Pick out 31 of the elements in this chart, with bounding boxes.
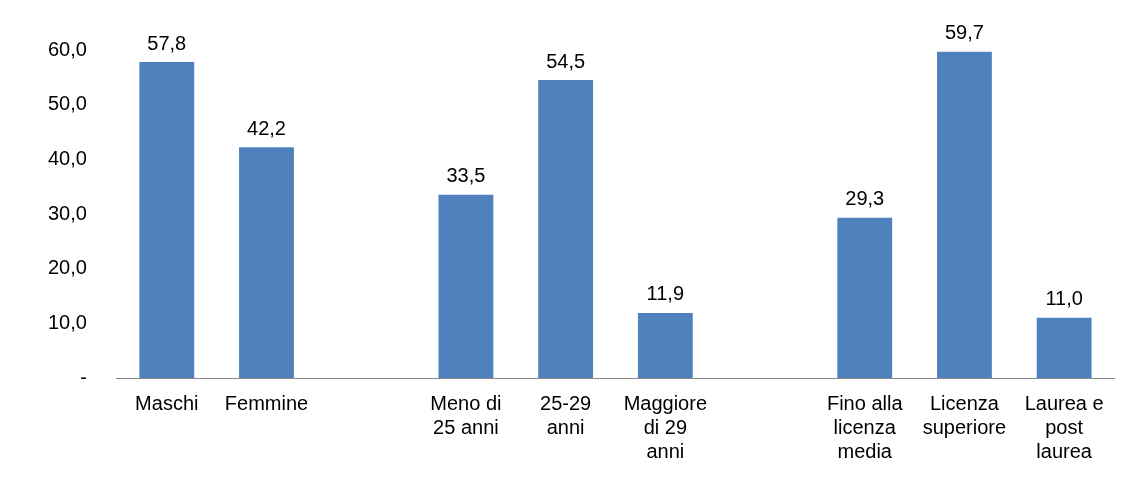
bar — [1036, 317, 1092, 378]
data-label: 33,5 — [446, 164, 486, 187]
x-tick-label: 25-29 anni — [540, 391, 592, 438]
y-tick-label: 30,0 — [47, 201, 87, 224]
data-label: 57,8 — [147, 31, 187, 54]
x-tick-label: Laurea e post laurea — [1024, 391, 1104, 462]
data-label: 11,0 — [1045, 287, 1083, 310]
x-tick-label: Maschi — [135, 391, 199, 414]
y-tick-label: 10,0 — [47, 310, 87, 333]
x-tick-label: Femmine — [224, 391, 309, 414]
y-tick-label: - — [80, 365, 87, 388]
bar — [637, 312, 693, 378]
bar — [837, 217, 893, 378]
y-tick-label: 20,0 — [47, 256, 87, 279]
data-label: 11,9 — [646, 282, 685, 305]
y-tick-label: 60,0 — [47, 37, 87, 60]
data-label: 54,5 — [546, 49, 586, 72]
data-label: 29,3 — [845, 187, 885, 210]
data-label: 42,2 — [247, 116, 286, 139]
bar — [139, 62, 195, 378]
bar — [239, 147, 294, 378]
bar — [538, 80, 594, 378]
x-tick-label: Meno di 25 anni — [430, 391, 502, 438]
y-tick-label: 40,0 — [47, 146, 87, 169]
data-label: 59,7 — [944, 21, 984, 44]
x-tick-label: Fino alla licenza media — [826, 391, 904, 462]
y-tick-label: 50,0 — [47, 92, 87, 115]
x-tick-label: Maggiore di 29 anni — [623, 391, 708, 462]
bar — [438, 194, 494, 378]
bar — [937, 51, 992, 378]
x-tick-label: Licenza superiore — [922, 391, 1007, 438]
